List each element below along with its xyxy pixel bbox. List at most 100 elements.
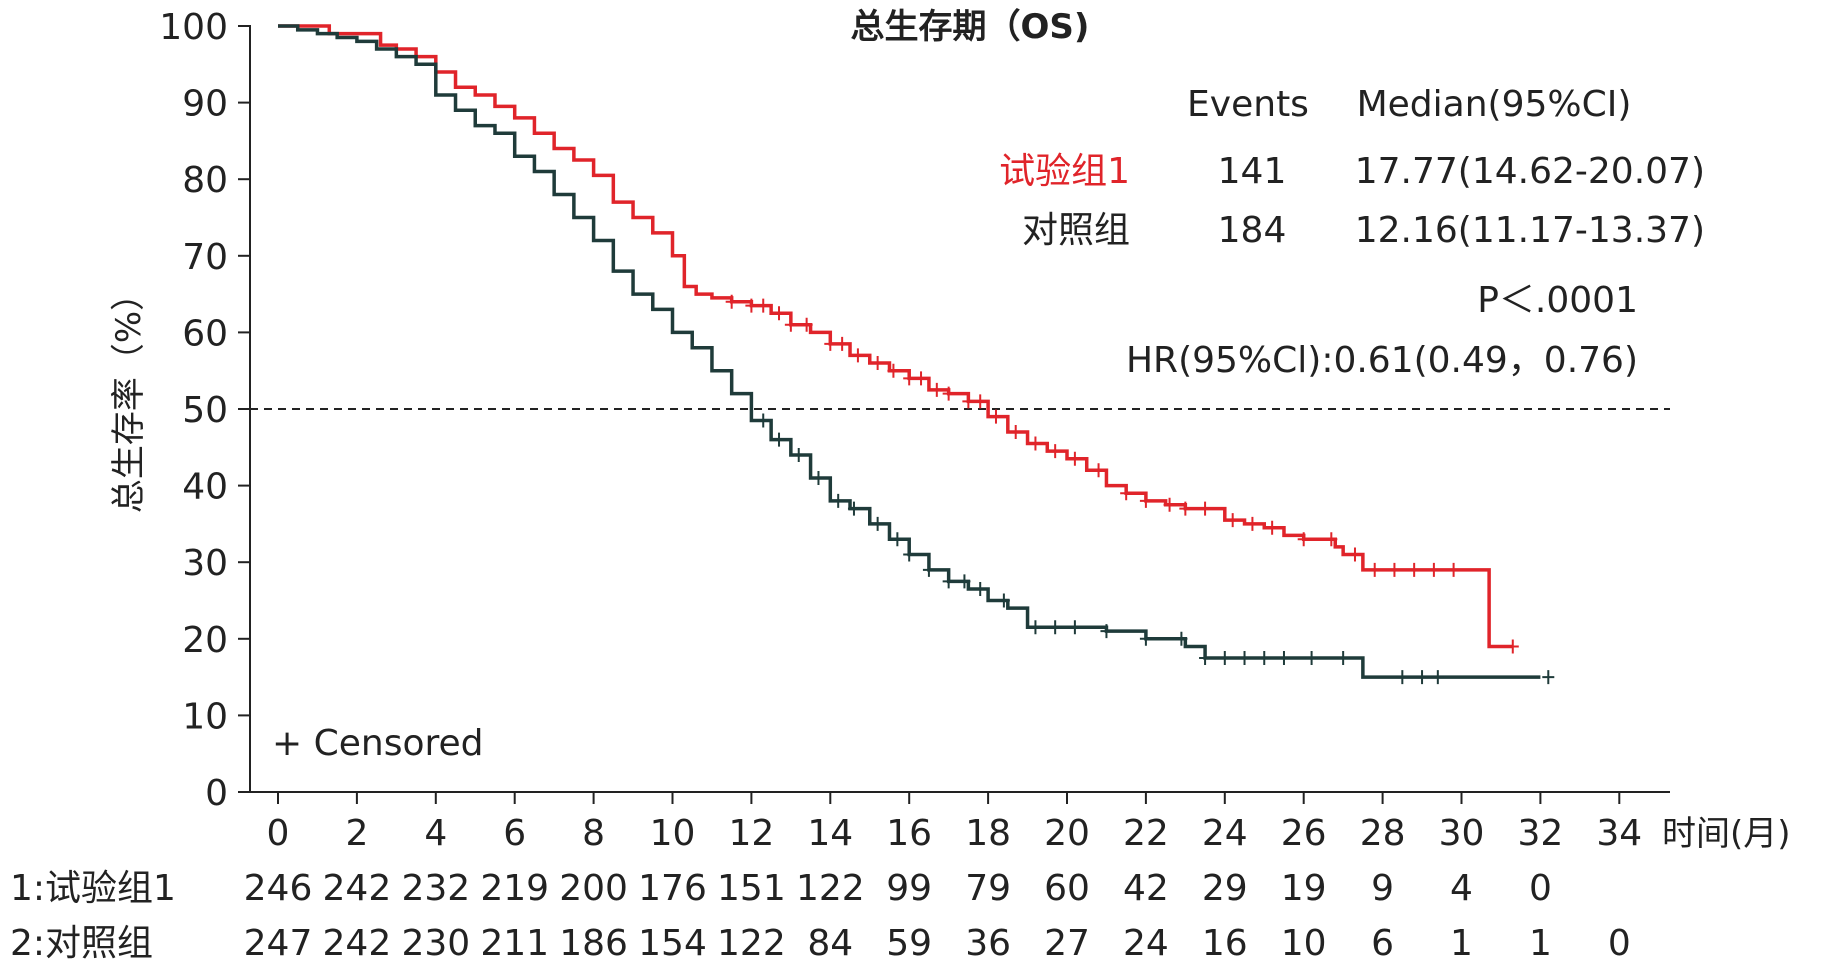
x-tick-label: 0: [267, 813, 290, 854]
y-axis-label: 总生存率（%）: [109, 277, 149, 513]
censor-mark: [903, 371, 916, 386]
censor-mark: [1297, 532, 1310, 547]
at-risk-value: 154: [638, 923, 707, 964]
censor-mark: [989, 409, 1002, 424]
stats-header-events: Events: [1187, 84, 1309, 125]
censor-mark: [1427, 562, 1440, 577]
censor-mark: [942, 574, 955, 589]
series-line: [278, 24, 1513, 649]
x-tick-label: 14: [807, 813, 853, 854]
survival-curves: [278, 24, 1555, 685]
at-risk-value: 29: [1202, 868, 1248, 909]
stats-header-median: Median(95%CI): [1357, 84, 1632, 125]
censored-legend: + Censored: [272, 723, 484, 764]
censor-mark: [1163, 497, 1176, 512]
at-risk-value: 16: [1202, 923, 1248, 964]
p-value: P＜.0001: [1477, 280, 1638, 321]
censor-mark: [871, 516, 884, 531]
censor-mark: [903, 547, 916, 562]
censor-mark: [1506, 639, 1519, 654]
at-risk-value: 24: [1123, 923, 1169, 964]
censor-mark: [1100, 624, 1113, 639]
series-line: [278, 24, 1541, 679]
censor-mark: [1396, 670, 1409, 685]
at-risk-value: 9: [1371, 868, 1394, 909]
at-risk-value: 27: [1044, 923, 1090, 964]
x-tick-label: 6: [503, 813, 526, 854]
censor-mark: [1139, 631, 1152, 646]
censor-mark: [725, 294, 738, 309]
censor-mark: [832, 493, 845, 508]
at-risk-value: 36: [965, 923, 1011, 964]
y-tick-label: 10: [182, 696, 228, 737]
y-tick-label: 30: [182, 543, 228, 584]
at-risk-value: 42: [1123, 868, 1169, 909]
y-tick-label: 70: [182, 237, 228, 278]
y-tick-label: 0: [205, 773, 228, 814]
censor-mark: [1325, 532, 1338, 547]
censor-mark: [812, 470, 825, 485]
censor-mark: [1009, 424, 1022, 439]
censor-mark: [1029, 620, 1042, 635]
y-tick-label: 50: [182, 390, 228, 431]
censor-mark: [757, 413, 770, 428]
censor-mark: [1348, 547, 1361, 562]
censor-mark: [847, 501, 860, 516]
at-risk-value: 79: [965, 868, 1011, 909]
stats-row2-median: 12.16(11.17-13.37): [1355, 210, 1705, 251]
censor-mark: [915, 371, 928, 386]
stats-row1-group: 试验组1: [999, 151, 1130, 192]
at-risk-value: 230: [401, 923, 470, 964]
at-risk-value: 176: [638, 868, 707, 909]
censor-mark: [1431, 670, 1444, 685]
censor-mark: [836, 336, 849, 351]
censor-mark: [824, 336, 837, 351]
x-tick-label: 16: [886, 813, 932, 854]
at-risk-value: 0: [1529, 868, 1552, 909]
x-tick-label: 34: [1596, 813, 1642, 854]
at-risk-value: 59: [886, 923, 932, 964]
x-tick-label: 24: [1202, 813, 1248, 854]
censor-mark: [1226, 513, 1239, 528]
censor-mark: [1368, 562, 1381, 577]
at-risk-value: 4: [1450, 868, 1473, 909]
at-risk-value: 246: [244, 868, 313, 909]
at-risk-value: 19: [1281, 868, 1327, 909]
hazard-ratio: HR(95%Cl):0.61(0.49，0.76): [1126, 340, 1638, 381]
x-axis-label: 时间(月): [1662, 814, 1791, 854]
censor-mark: [851, 348, 864, 363]
at-risk-value: 219: [480, 868, 549, 909]
chart-title: 总生存期（OS): [851, 7, 1090, 47]
at-risk-value: 10: [1281, 923, 1327, 964]
series-2: [278, 24, 1555, 685]
censor-mark: [773, 432, 786, 447]
at-risk-value: 151: [717, 868, 786, 909]
censor-mark: [1139, 493, 1152, 508]
y-tick-label: 100: [159, 7, 228, 48]
censor-mark: [958, 574, 971, 589]
censor-mark: [1049, 444, 1062, 459]
x-tick-label: 30: [1439, 813, 1485, 854]
at-risk-value: 6: [1371, 923, 1394, 964]
at-risk-value: 232: [401, 868, 470, 909]
at-risk-value: 186: [559, 923, 628, 964]
censor-mark: [1092, 463, 1105, 478]
censor-mark: [1258, 650, 1271, 665]
censor-mark: [1175, 631, 1188, 646]
censor-mark: [1199, 501, 1212, 516]
x-tick-label: 20: [1044, 813, 1090, 854]
censor-mark: [871, 356, 884, 371]
censor-mark: [1246, 516, 1259, 531]
x-tick-label: 10: [650, 813, 696, 854]
at-risk-value: 1: [1450, 923, 1473, 964]
censor-mark: [1447, 562, 1460, 577]
censor-mark: [1416, 670, 1429, 685]
stats-row1-median: 17.77(14.62-20.07): [1355, 151, 1705, 192]
x-tick-label: 18: [965, 813, 1011, 854]
at-risk-value: 211: [480, 923, 549, 964]
x-tick-label: 32: [1517, 813, 1563, 854]
censor-mark: [1337, 650, 1350, 665]
at-risk-row-label: 1:试验组1: [10, 868, 176, 909]
y-tick-label: 60: [182, 313, 228, 354]
